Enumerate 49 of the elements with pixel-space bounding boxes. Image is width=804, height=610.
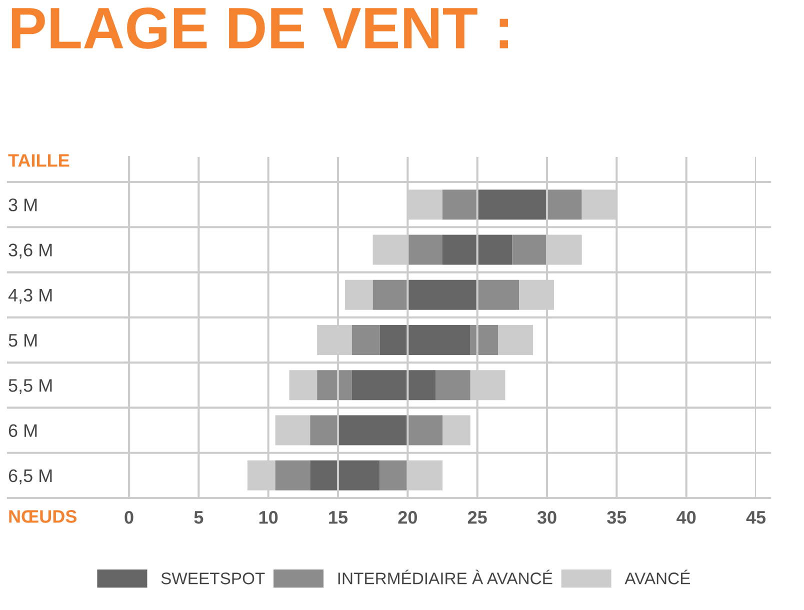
y-tick-label: 6,5 M: [8, 469, 52, 484]
bar: [289, 370, 318, 400]
bar: [442, 234, 512, 265]
x-tick-label: 20: [398, 510, 417, 524]
x-tick-label: 25: [468, 510, 487, 524]
bar: [477, 190, 547, 220]
bar: [275, 460, 310, 490]
x-tick-label: 35: [607, 510, 626, 524]
y-tick-label: 3,6 M: [8, 244, 52, 259]
x-tick-label: 40: [676, 510, 696, 524]
x-tick-label: 0: [124, 510, 134, 524]
bar: [442, 190, 478, 220]
bar: [408, 415, 442, 446]
x-tick-label: 15: [329, 511, 348, 524]
y-tick-label: 6 M: [8, 424, 37, 438]
y-tick-label: 3 M: [8, 198, 37, 212]
bar: [344, 280, 373, 310]
bar: [380, 460, 408, 490]
bar: [310, 415, 338, 446]
x-axis-title: NŒUDS: [9, 510, 77, 523]
bar: [352, 370, 436, 400]
bar: [470, 325, 498, 355]
bar: [352, 325, 380, 355]
x-tick-label: 30: [537, 510, 556, 524]
bar: [310, 460, 380, 490]
legend-label: AVANCÉ: [624, 570, 690, 584]
bar: [547, 190, 582, 220]
bar: [477, 280, 520, 310]
y-axis-title: TAILLE: [8, 154, 70, 167]
bar: [442, 415, 470, 446]
bar: [338, 415, 408, 446]
bar: [372, 280, 408, 310]
bar: [408, 234, 442, 265]
y-tick-label: 4,3 M: [8, 288, 52, 304]
bar: [380, 325, 470, 355]
bar: [275, 415, 310, 446]
bar: [498, 325, 534, 355]
x-tick-label: 45: [746, 511, 766, 524]
bar: [317, 370, 352, 400]
y-tick-label: 5,5 M: [8, 379, 52, 394]
chart-title: PLAGE DE VENT :: [12, 8, 508, 49]
legend-label: INTERMÉDIAIRE À AVANCÉ: [338, 570, 552, 584]
y-tick-label: 5 M: [8, 334, 37, 347]
bar: [408, 280, 478, 310]
bar: [512, 234, 547, 265]
x-tick-label: 5: [194, 511, 204, 524]
legend-label: SWEETSPOT: [161, 572, 265, 584]
x-tick-label: 10: [259, 510, 278, 524]
bar: [436, 370, 470, 400]
